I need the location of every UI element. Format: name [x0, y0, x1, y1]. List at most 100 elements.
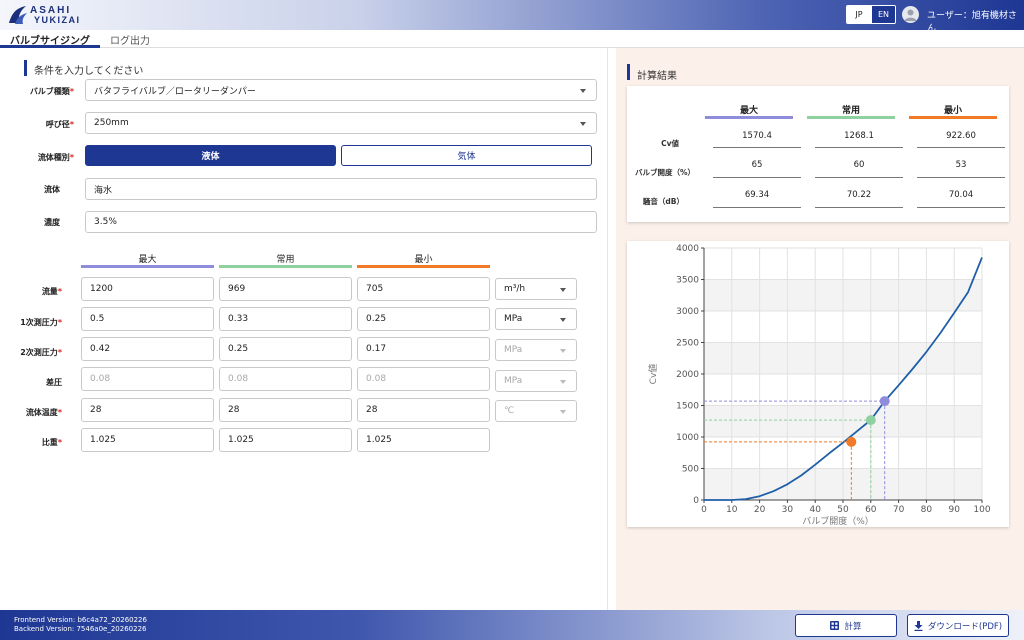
res-cv-max: 1570.4: [742, 131, 772, 141]
flow-label: 流量*: [41, 287, 62, 296]
input-section-bar: [24, 60, 27, 76]
valve-type-select[interactable]: バタフライバルブ／ロータリーダンパー: [85, 79, 597, 101]
specific-gravity-max-input[interactable]: 1.025: [81, 428, 214, 452]
frontend-version: Frontend Version: b6c4a72_20260226: [14, 616, 147, 624]
cv-chart: 0 10 20 30 40 50 60 70 80 90 100050010001500200025…: [647, 244, 991, 527]
x-axis-title: バルブ開度（%）: [802, 515, 874, 527]
chevron-down-icon: [580, 122, 586, 126]
res-noise-max-underline: [713, 207, 801, 208]
logo-text-asahi: ASAHI: [30, 5, 72, 16]
chevron-down-icon: [560, 318, 566, 322]
inlet-pressure-normal-input[interactable]: 0.33: [219, 307, 352, 331]
col-line-min: [357, 265, 490, 268]
flow-min-input[interactable]: 705: [357, 277, 490, 301]
main-tabs: バルブサイジング ログ出力: [0, 30, 1024, 48]
res-opening-min: 53: [955, 160, 967, 170]
specific-gravity-min-input[interactable]: 1.025: [357, 428, 490, 452]
fluid-temp-min-input[interactable]: 28: [357, 398, 490, 422]
outlet-pressure-normal-input[interactable]: 0.25: [219, 337, 352, 361]
flow-normal-input[interactable]: 969: [219, 277, 352, 301]
x-tick-label: 20: [754, 505, 766, 515]
res-noise-min: 70.04: [948, 190, 974, 200]
x-tick-label: 0: [701, 505, 707, 515]
chevron-down-icon: [560, 349, 566, 353]
inlet-pressure-unit-select[interactable]: MPa: [495, 308, 577, 330]
fluid-type-gas-button[interactable]: 気体: [341, 145, 592, 166]
company-logo[interactable]: ASAHI YUKIZAI: [6, 3, 79, 27]
diff-pressure-max-input: 0.08: [81, 367, 214, 391]
download-pdf-button[interactable]: ダウンロード(PDF): [907, 614, 1009, 637]
fluid-temp-unit-select: ℃: [495, 400, 577, 422]
calculate-button-label: 計算: [844, 621, 862, 632]
y-tick-label: 3000: [676, 307, 699, 317]
nominal-size-select[interactable]: 250mm: [85, 112, 597, 134]
res-noise-min-underline: [917, 207, 1005, 208]
x-tick-label: 40: [809, 505, 821, 515]
fluid-temp-normal-input[interactable]: 28: [219, 398, 352, 422]
res-line-max: [705, 116, 793, 119]
backend-version: Backend Version: 7546a0e_20260226: [14, 625, 147, 633]
chevron-down-icon: [560, 288, 566, 292]
res-head-max: 最大: [739, 106, 758, 116]
flow-unit-value: m³/h: [504, 284, 526, 294]
tab-valve-sizing[interactable]: バルブサイジング: [10, 36, 90, 47]
fluid-temp-max-input[interactable]: 28: [81, 398, 214, 422]
inlet-pressure-min-input[interactable]: 0.25: [357, 307, 490, 331]
panel-divider: [607, 48, 608, 610]
outlet-pressure-max-input[interactable]: 0.42: [81, 337, 214, 361]
res-noise-max: 69.34: [744, 190, 770, 200]
inlet-pressure-label: 1次測圧力*: [20, 318, 62, 327]
concentration-label: 濃度: [44, 218, 60, 227]
lang-en-button[interactable]: EN: [871, 6, 895, 23]
diff-pressure-min-input: 0.08: [357, 367, 490, 391]
fluid-type-liquid-button[interactable]: 液体: [85, 145, 336, 166]
flow-unit-select[interactable]: m³/h: [495, 278, 577, 300]
col-line-max: [81, 265, 214, 268]
tab-log-output[interactable]: ログ出力: [110, 36, 150, 47]
user-avatar-icon[interactable]: [902, 6, 919, 23]
logo-text-yukizai: YUKIZAI: [34, 15, 81, 25]
logo-mark-icon: [9, 6, 27, 24]
res-line-normal: [807, 116, 895, 119]
res-opening-max: 65: [751, 160, 763, 170]
res-head-normal: 常用: [841, 106, 860, 116]
res-head-min: 最小: [943, 106, 962, 116]
inlet-pressure-unit-value: MPa: [504, 314, 523, 324]
concentration-input[interactable]: 3.5%: [85, 211, 597, 233]
x-tick-label: 80: [921, 505, 933, 515]
x-tick-label: 100: [973, 505, 990, 515]
y-tick-label: 500: [682, 465, 699, 475]
col-head-max: 最大: [138, 255, 157, 265]
col-head-normal: 常用: [276, 255, 295, 265]
fluid-temp-unit-value: ℃: [504, 406, 515, 416]
input-section-title: 条件を入力してください: [34, 66, 144, 77]
chevron-down-icon: [580, 89, 586, 93]
y-tick-label: 0: [693, 496, 699, 506]
app-header: ASAHI YUKIZAI JP EN ユーザー：旭有機材さん: [0, 0, 1024, 34]
res-cv-max-underline: [713, 147, 801, 148]
user-name: ユーザー：旭有機材さん: [927, 11, 1017, 34]
res-opening-min-underline: [917, 177, 1005, 178]
res-opening-normal: 60: [853, 160, 865, 170]
diff-pressure-label: 差圧: [46, 378, 62, 387]
fluid-label: 流体: [44, 185, 60, 194]
x-tick-label: 60: [865, 505, 877, 515]
inlet-pressure-max-input[interactable]: 0.5: [81, 307, 214, 331]
fluid-input[interactable]: 海水: [85, 178, 597, 200]
res-cv-min: 922.60: [946, 131, 976, 141]
specific-gravity-normal-input[interactable]: 1.025: [219, 428, 352, 452]
flow-max-input[interactable]: 1200: [81, 277, 214, 301]
operating-point-2: [846, 436, 857, 447]
y-tick-label: 3500: [676, 276, 699, 286]
col-line-normal: [219, 265, 352, 268]
active-tab-indicator: [0, 45, 100, 48]
specific-gravity-label: 比重*: [41, 438, 62, 447]
outlet-pressure-min-input[interactable]: 0.17: [357, 337, 490, 361]
diff-pressure-normal-input: 0.08: [219, 367, 352, 391]
y-tick-label: 2000: [676, 370, 699, 380]
res-label-opening: バルブ開度（%）: [634, 168, 695, 177]
calculate-button[interactable]: 計算: [795, 614, 897, 637]
lang-jp-button[interactable]: JP: [847, 6, 871, 23]
x-tick-label: 70: [893, 505, 905, 515]
outlet-pressure-unit-select: MPa: [495, 339, 577, 361]
